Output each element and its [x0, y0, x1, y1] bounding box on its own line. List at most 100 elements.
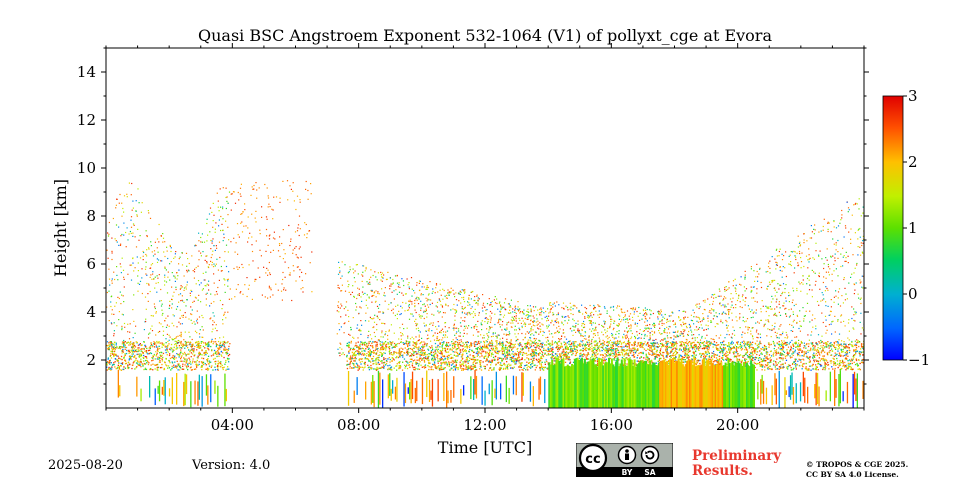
heatmap-pixel [444, 322, 447, 324]
heatmap-pixel [712, 338, 714, 340]
heatmap-pixel [181, 252, 183, 254]
heatmap-pixel [723, 359, 725, 361]
heatmap-pixel [410, 313, 412, 315]
heatmap-pixel [463, 301, 466, 303]
heatmap-pixel [340, 316, 342, 318]
heatmap-pixel [180, 300, 182, 302]
heatmap-pixel [491, 312, 493, 314]
heatmap-pixel [124, 363, 127, 365]
heatmap-pixel [405, 293, 407, 295]
heatmap-pixel [548, 330, 550, 332]
heatmap-pixel [198, 354, 201, 356]
heatmap-pixel [193, 321, 195, 323]
heatmap-pixel [815, 328, 817, 330]
heatmap-pixel [791, 251, 794, 253]
heatmap-pixel [251, 250, 254, 253]
heatmap-pixel [487, 347, 489, 350]
heatmap-pixel [768, 342, 770, 344]
heatmap-pixel [842, 256, 844, 258]
heatmap-pixel [452, 289, 454, 291]
heatmap-pixel [636, 345, 638, 347]
heatmap-pixel [645, 312, 647, 314]
heatmap-pixel [239, 193, 241, 195]
heatmap-pixel [496, 335, 498, 337]
heatmap-pixel [498, 321, 500, 323]
heatmap-pixel [740, 342, 742, 344]
heatmap-pixel [610, 323, 612, 325]
heatmap-pixel [491, 349, 493, 351]
heatmap-pixel [231, 298, 233, 300]
heatmap-pixel [419, 349, 421, 351]
heatmap-pixel [776, 264, 778, 266]
heatmap-pixel [835, 295, 837, 297]
heatmap-pixel [132, 337, 134, 339]
heatmap-pixel [837, 239, 839, 242]
heatmap-pixel [206, 292, 208, 294]
heatmap-pixel [291, 299, 293, 302]
heatmap-pixel [504, 308, 506, 311]
heatmap-pixel [666, 318, 668, 320]
heatmap-pixel [581, 354, 583, 356]
heatmap-pixel [584, 343, 587, 345]
heatmap-pixel [692, 351, 694, 353]
heatmap-pixel [392, 312, 394, 314]
heatmap-pixel [257, 267, 259, 269]
heatmap-pixel [426, 338, 428, 340]
heatmap-pixel [774, 287, 776, 289]
heatmap-pixel [825, 305, 827, 307]
heatmap-pixel [531, 361, 534, 363]
heatmap-pixel [854, 203, 856, 205]
heatmap-pixel [655, 353, 657, 355]
heatmap-pixel [129, 264, 131, 266]
heatmap-pixel [447, 292, 449, 294]
heatmap-pixel [527, 318, 529, 320]
heatmap-pixel [111, 250, 113, 252]
heatmap-pixel [515, 363, 517, 365]
heatmap-pixel [207, 348, 209, 350]
heatmap-pixel [360, 347, 362, 350]
heatmap-pixel [495, 335, 497, 337]
heatmap-pixel [486, 359, 488, 362]
heatmap-pixel [384, 295, 386, 297]
heatmap-pixel [567, 309, 569, 311]
heatmap-pixel [791, 301, 793, 304]
heatmap-pixel [360, 330, 362, 332]
heatmap-pixel [299, 269, 301, 271]
heatmap-pixel [164, 276, 166, 278]
heatmap-pixel [188, 331, 190, 333]
heatmap-pixel [234, 251, 236, 253]
heatmap-pixel [135, 349, 137, 351]
heatmap-pixel [337, 306, 339, 308]
heatmap-pixel [170, 250, 172, 253]
heatmap-pixel [161, 309, 163, 311]
heatmap-pixel [512, 322, 514, 324]
heatmap-pixel [355, 309, 357, 311]
heatmap-pixel [391, 357, 394, 359]
heatmap-pixel [492, 333, 494, 335]
heatmap-pixel [467, 356, 469, 358]
heatmap-pixel [115, 207, 117, 209]
heatmap-pixel [605, 345, 608, 347]
heatmap-pixel [212, 312, 214, 314]
heatmap-pixel [211, 350, 213, 352]
heatmap-pixel [658, 312, 660, 314]
heatmap-pixel [732, 347, 734, 349]
heatmap-pixel [577, 329, 579, 331]
heatmap-pixel [842, 247, 844, 249]
heatmap-pixel [530, 309, 532, 311]
heatmap-pixel [767, 368, 769, 370]
heatmap-pixel [157, 277, 159, 279]
heatmap-pixel [202, 272, 204, 274]
heatmap-pixel [368, 320, 370, 322]
heatmap-pixel [825, 344, 827, 346]
heatmap-pixel [450, 291, 452, 293]
heatmap-pixel [110, 345, 112, 347]
heatmap-pixel [373, 368, 375, 370]
heatmap-pixel [558, 349, 560, 351]
heatmap-pixel [710, 308, 713, 310]
heatmap-pixel [159, 300, 161, 302]
heatmap-pixel [415, 325, 417, 327]
heatmap-pixel [120, 272, 122, 274]
heatmap-pixel [649, 324, 651, 326]
heatmap-pixel [211, 240, 213, 242]
